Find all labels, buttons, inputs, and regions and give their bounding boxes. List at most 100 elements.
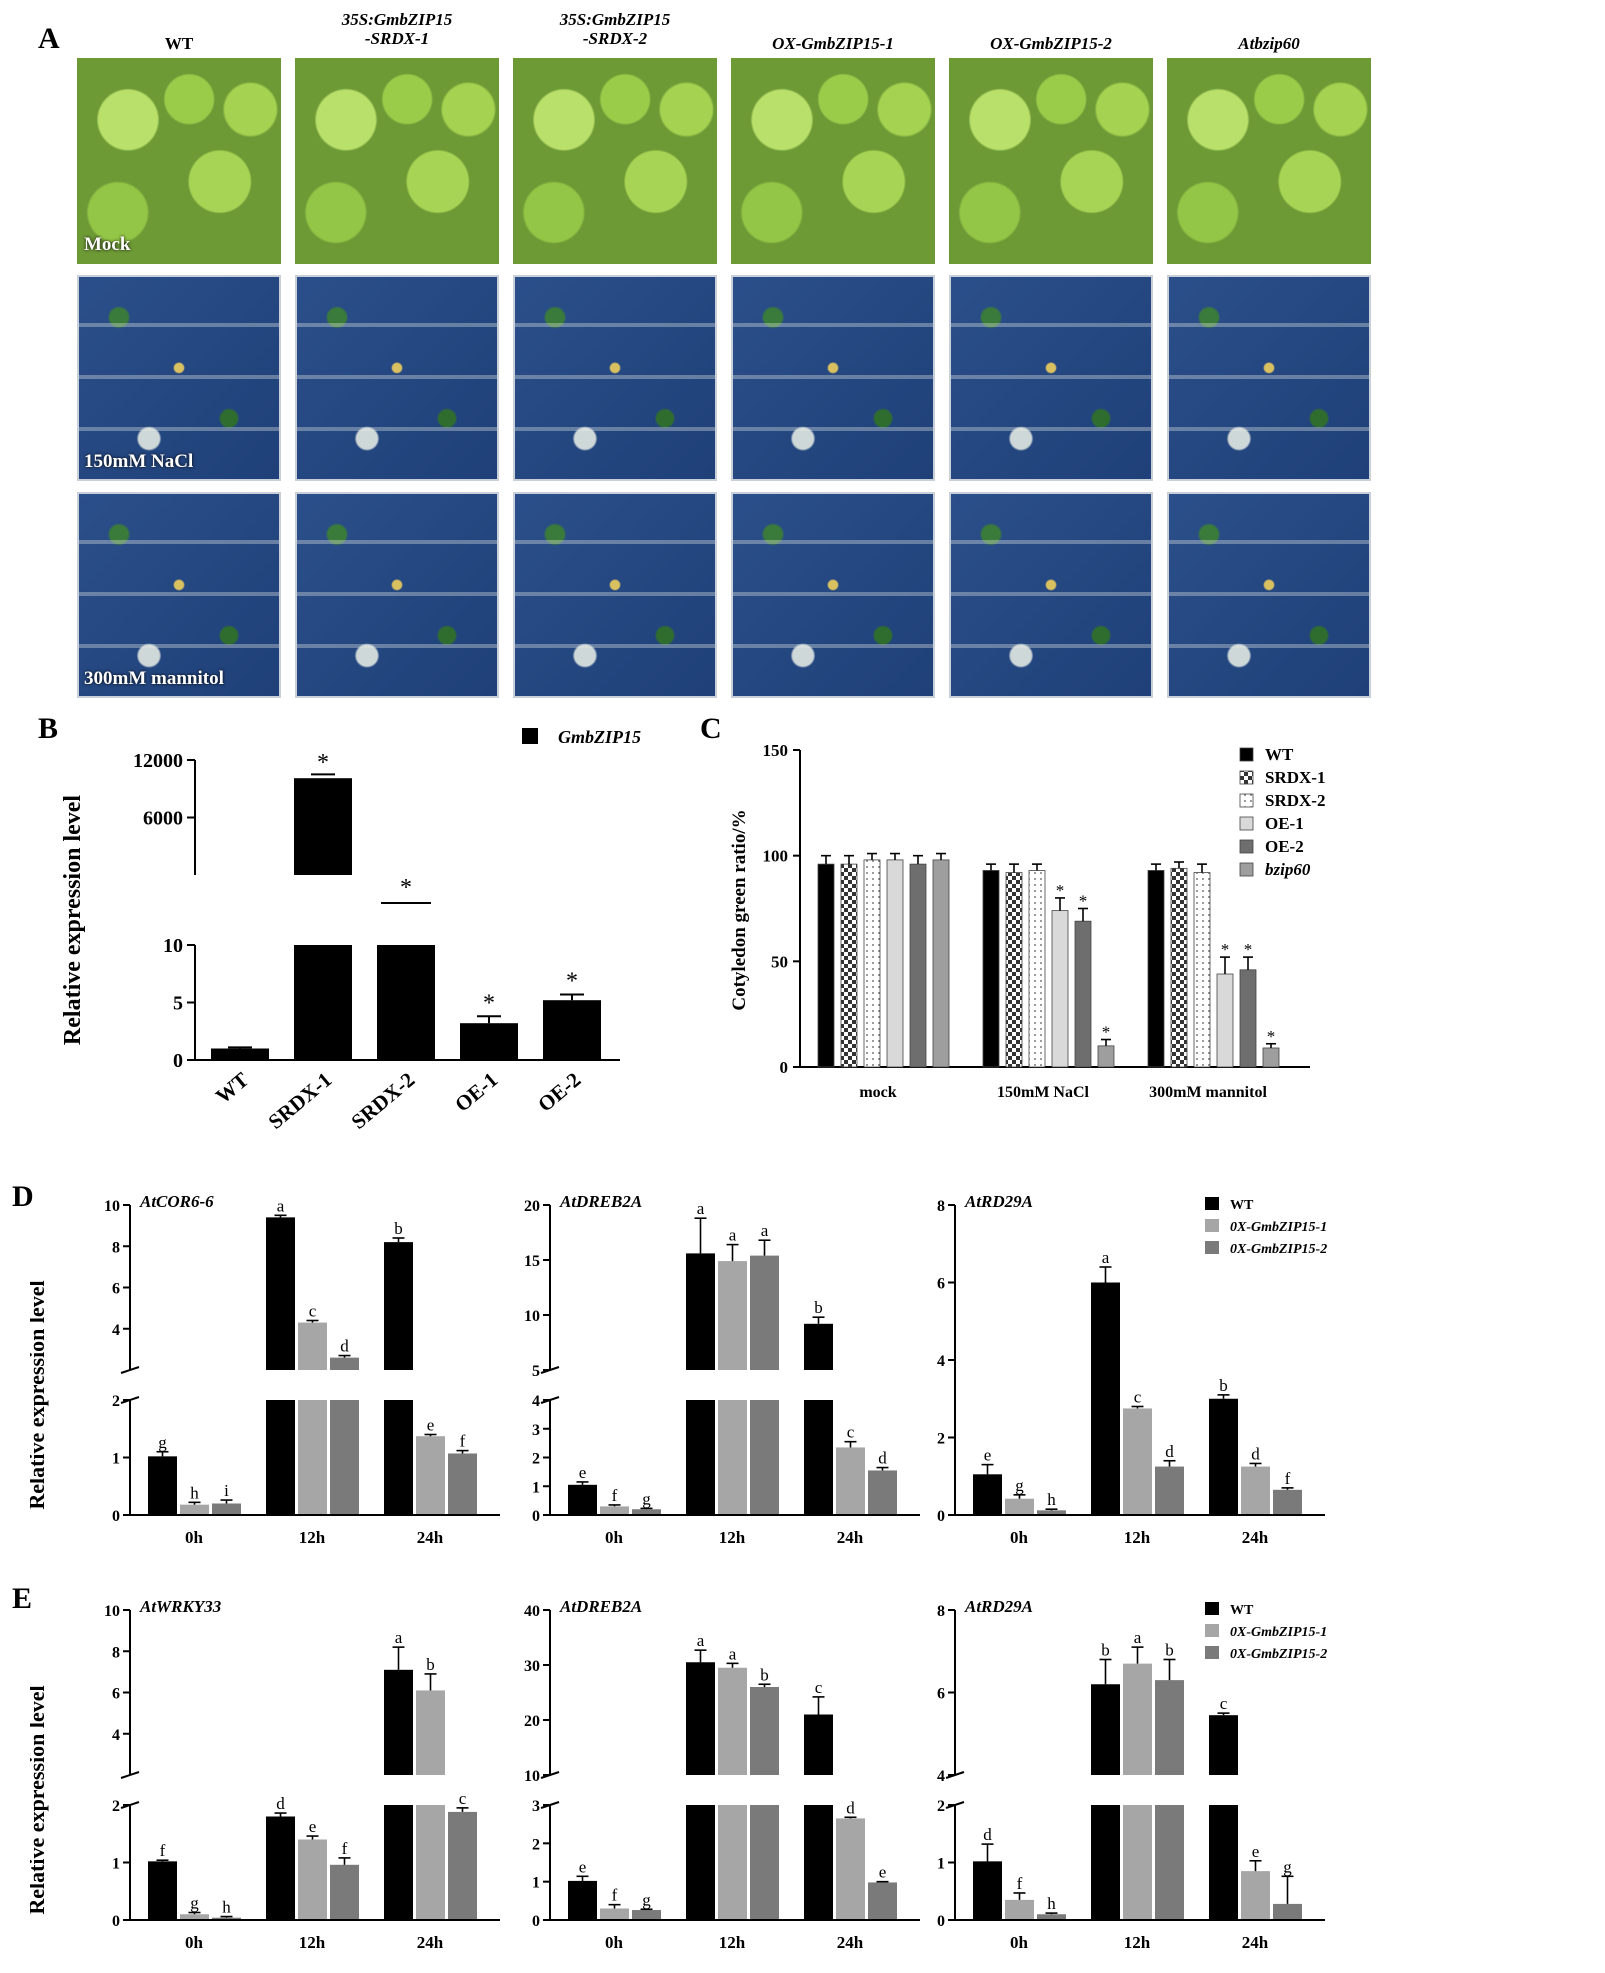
significance-letter: h <box>222 1898 231 1917</box>
bar-0X-GmbZIP15-1-0h <box>1005 1498 1034 1515</box>
bar-0X-GmbZIP15-1-24h-upper <box>416 1690 445 1775</box>
bar-0X-GmbZIP15-1-24h <box>836 1447 865 1515</box>
y-tick-label: 8 <box>112 1239 120 1256</box>
significance-letter: f <box>612 1886 618 1905</box>
bar-WT-24h-lower <box>804 1805 833 1920</box>
y-tick-label: 6000 <box>143 808 183 830</box>
significance-letter: f <box>1017 1874 1023 1893</box>
seedling-photo <box>295 492 499 698</box>
panel-b-chart: 6000 12000 0 5 10 Relative expression level WT… <box>60 727 641 1134</box>
y-tick-label: 3 <box>532 1798 540 1815</box>
bar-0X-GmbZIP15-2-24h <box>448 1811 477 1920</box>
y-tick-label: 2 <box>112 1393 120 1410</box>
bar-0X-GmbZIP15-2-24h <box>868 1470 897 1515</box>
x-tick-label: 12h <box>299 1528 326 1547</box>
bar-WT-24h-upper <box>1209 1715 1238 1775</box>
x-tick-label: 24h <box>1242 1528 1269 1547</box>
gene-title: AtWRKY33 <box>139 1597 222 1616</box>
y-tick-label: 6 <box>112 1281 120 1298</box>
seedling-photo <box>1167 275 1371 481</box>
bar-bzip60 <box>932 859 950 1068</box>
bar-WT-0h <box>973 1861 1002 1920</box>
seedling-photo <box>513 492 717 698</box>
y-tick-label: 0 <box>112 1508 120 1525</box>
bar-WT <box>817 863 835 1068</box>
x-tick-label: 0h <box>605 1528 624 1547</box>
bar-0X-GmbZIP15-1-12h <box>298 1839 327 1920</box>
y-tick-label: 0 <box>532 1913 540 1930</box>
bar-0X-GmbZIP15-1-12h-lower <box>718 1400 747 1515</box>
y-tick-label: 40 <box>524 1603 540 1620</box>
bar-0X-GmbZIP15-2-12h-lower <box>1155 1805 1184 1920</box>
y-tick-label: 2 <box>937 1798 945 1815</box>
x-tick-label: 0h <box>185 1933 204 1952</box>
y-axis-title: Relative expression level <box>60 795 86 1046</box>
bar-0X-GmbZIP15-2-12h-lower <box>750 1805 779 1920</box>
bar-WT-24h-lower <box>384 1400 413 1515</box>
seedling-photo <box>949 58 1153 264</box>
seedling-photo <box>1167 58 1371 264</box>
bar-WT-24h-lower <box>384 1805 413 1920</box>
bar-SRDX-2 <box>1193 872 1211 1068</box>
y-tick-label: 2 <box>112 1798 120 1815</box>
bar-0X-GmbZIP15-1-12h-upper <box>718 1667 747 1775</box>
x-tick-label: 12h <box>719 1933 746 1952</box>
bar-WT-0h <box>568 1484 597 1515</box>
bar-SRDX-2 <box>1028 870 1046 1068</box>
seedling-photo <box>949 275 1153 481</box>
y-tick-label: 4 <box>112 1727 120 1744</box>
row-label-1: Mock <box>84 234 131 255</box>
y-tick-label: 5 <box>173 993 183 1015</box>
bar-0X-GmbZIP15-2-24h <box>1273 1489 1302 1515</box>
significance-letter: f <box>612 1486 618 1505</box>
bar-0X-GmbZIP15-2-0h <box>1037 1914 1066 1920</box>
bar-0X-GmbZIP15-1-24h <box>1241 1466 1270 1515</box>
y-tick-label: 0 <box>112 1913 120 1930</box>
significance-letter: e <box>1252 1842 1260 1861</box>
bar-WT <box>982 870 1000 1068</box>
significance-letter: d <box>878 1449 887 1468</box>
y-tick-label: 1 <box>112 1856 120 1873</box>
legend-label: OE-1 <box>1265 814 1304 833</box>
x-tick-label: 12h <box>1124 1528 1151 1547</box>
bar-WT-24h-lower <box>1209 1805 1238 1920</box>
y-tick-label: 0 <box>173 1050 183 1072</box>
significance-mark: * <box>1244 940 1253 959</box>
column-title-5: OX-GmbZIP15-2 <box>990 34 1112 53</box>
bar-0X-GmbZIP15-1-12h-lower <box>298 1400 327 1515</box>
significance-letter: g <box>1015 1476 1024 1495</box>
panel-b-letter: B <box>38 712 59 745</box>
significance-letter: f <box>1285 1469 1291 1488</box>
gene-chart-D3: AtRD29A 0 2 4 6 8 e g h 0h a c d 12h b d f 24h WT 0X-GmbZIP… <box>937 1192 1327 1547</box>
significance-letter: b <box>1219 1376 1228 1395</box>
significance-letter: b <box>1101 1641 1110 1660</box>
significance-mark: * <box>317 750 329 776</box>
gene-chart-E1: AtWRKY33 0 1 2 4 6 8 10 f g h 0h d e f 12h a b c 24h <box>104 1597 500 1952</box>
significance-letter: f <box>460 1432 466 1451</box>
significance-letter: a <box>277 1196 285 1215</box>
significance-letter: h <box>1047 1490 1056 1509</box>
axis-break <box>120 1366 140 1374</box>
x-tick-label: WT <box>211 1067 253 1108</box>
bar-OE-1 <box>1051 910 1069 1068</box>
bar-0X-GmbZIP15-2-12h-upper <box>750 1687 779 1775</box>
y-tick-label: 4 <box>532 1393 540 1410</box>
x-tick-label: OE-1 <box>450 1067 502 1116</box>
seedling-photo <box>949 492 1153 698</box>
y-tick-label: 10 <box>163 935 183 957</box>
y-tick-label: 6 <box>937 1686 945 1703</box>
bar-WT-12h <box>1091 1282 1120 1515</box>
seedling-photo <box>513 275 717 481</box>
significance-letter: c <box>1134 1388 1142 1407</box>
significance-letter: g <box>642 1489 651 1508</box>
legend-label: WT <box>1265 745 1294 764</box>
gene-chart-D2: AtDREB2A 0 1 2 3 4 5 10 15 20 e f g 0h a a a 12h b c d 24h <box>524 1192 920 1547</box>
bar-0X-GmbZIP15-1-24h-lower <box>416 1805 445 1920</box>
seedling-photo <box>731 492 935 698</box>
significance-letter: b <box>394 1219 403 1238</box>
significance-mark: * <box>400 875 412 901</box>
bar-0X-GmbZIP15-2-0h <box>1037 1510 1066 1515</box>
y-axis-title: Relative expression level <box>30 1685 49 1914</box>
gene-title: AtDREB2A <box>559 1597 642 1616</box>
bar-0X-GmbZIP15-1-0h <box>180 1504 209 1515</box>
